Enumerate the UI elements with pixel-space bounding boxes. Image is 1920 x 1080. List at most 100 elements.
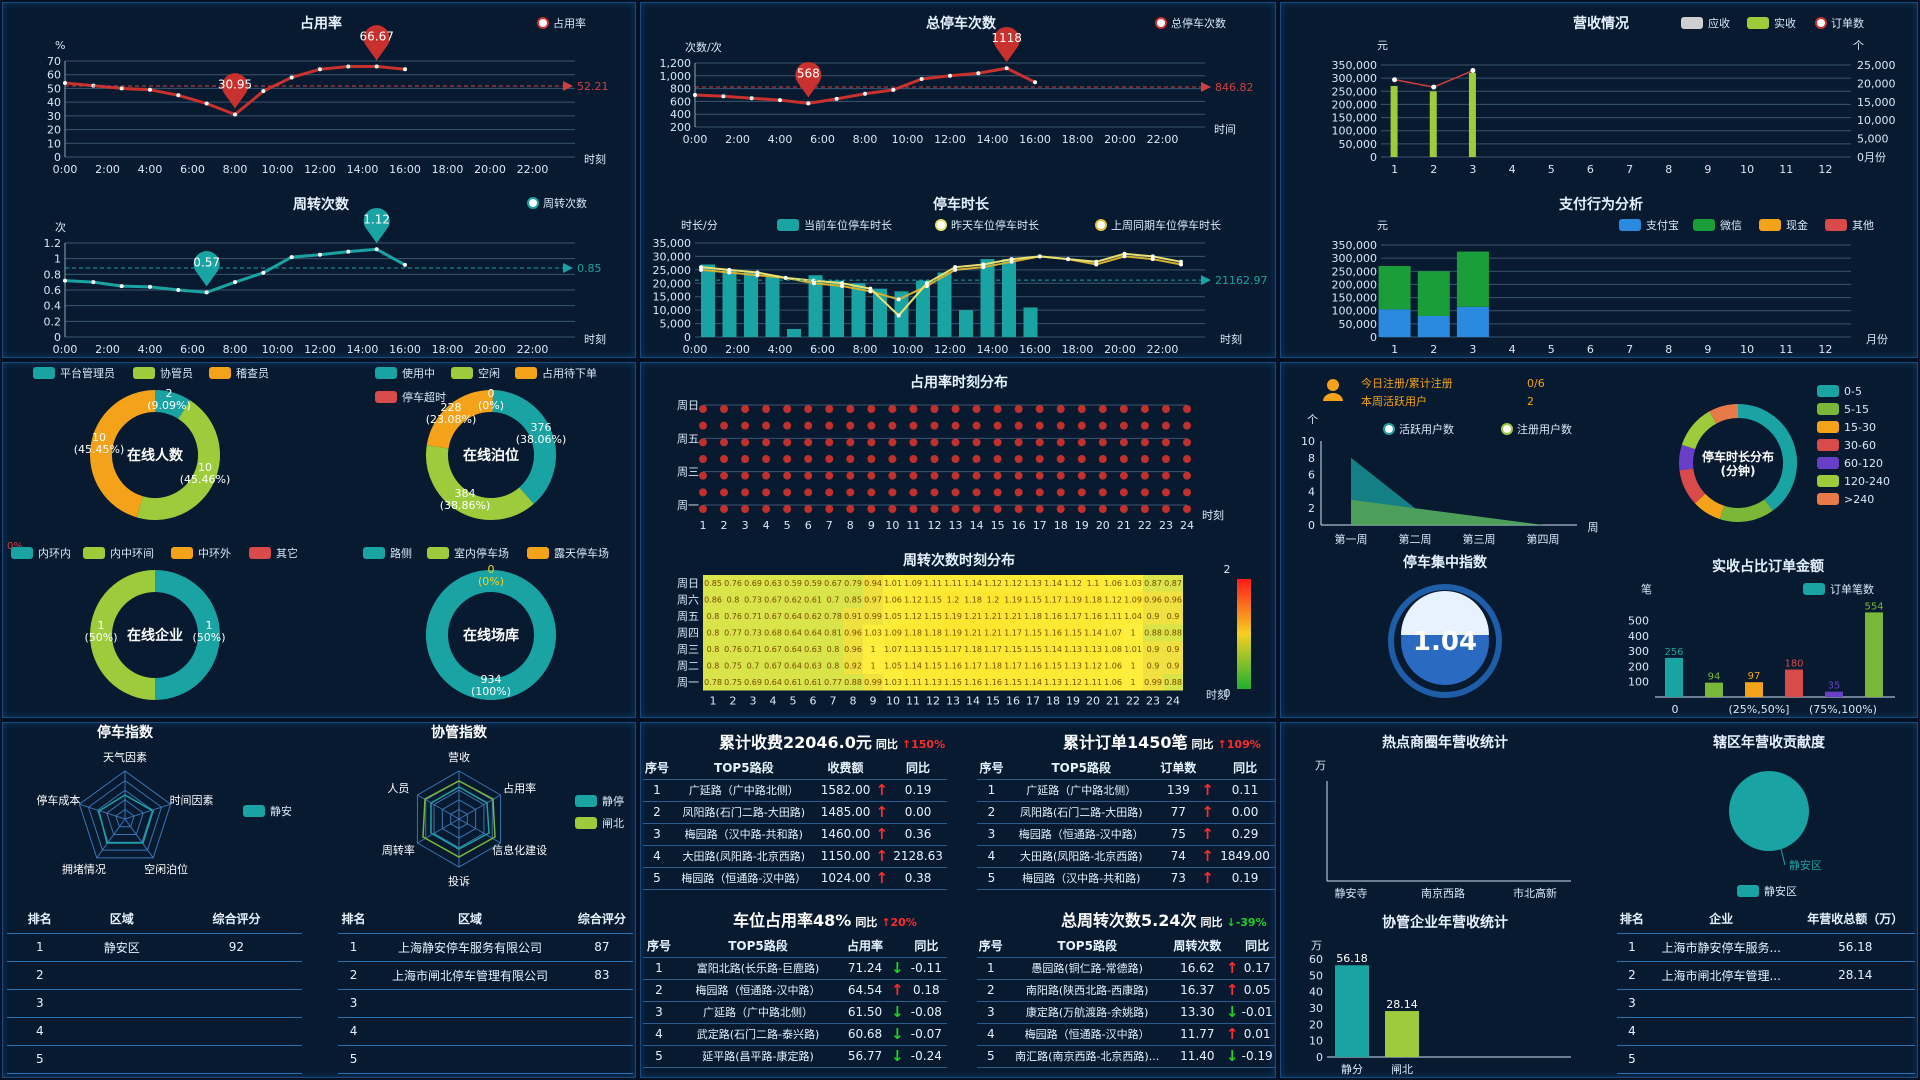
occ-dist-point	[1014, 505, 1023, 513]
ent-revenue-bar	[1335, 965, 1369, 1057]
heatmap-cell	[1123, 591, 1143, 608]
heatmap-cell	[723, 641, 743, 658]
table-header	[1199, 757, 1216, 780]
heatmap-value: 0.7	[827, 596, 840, 605]
users-legend-registered-text: 注册用户数	[1517, 422, 1572, 436]
hot-business-unit: 万	[1315, 759, 1326, 772]
heatmap-cell	[1063, 641, 1083, 658]
concentration-value: 1.04	[1413, 627, 1477, 657]
parking-index-spoke	[124, 818, 154, 859]
duration-dist-legend-symbol	[1817, 475, 1839, 487]
occ-dist-point	[1056, 505, 1065, 513]
x-tick-label: 18	[1046, 695, 1060, 708]
ent-label-pct: (50%)	[192, 631, 225, 644]
x-tick-label: 2	[730, 695, 737, 708]
x-tick-label: 8:00	[853, 343, 878, 356]
heatmap-cell	[1123, 641, 1143, 658]
turn-table: 序号 TOP5路段 周转次数 同比 1 愚园路(铜仁路-常德路) 16.62 ↑ 0.17 2 南阳…	[977, 935, 1275, 1068]
heatmap-value: 1.18	[1024, 612, 1042, 621]
occ-dist-point	[1098, 471, 1107, 480]
assist-index-spoke	[417, 818, 460, 844]
heatmap-value: 0.67	[824, 579, 842, 588]
heatmap-cell	[1003, 591, 1023, 608]
occ-dist-point	[1035, 421, 1044, 430]
occ-dist-point	[1140, 438, 1149, 447]
x-tick-label: 1	[710, 695, 717, 708]
heatmap-value: 0.61	[804, 678, 822, 687]
heatmap-cell	[883, 657, 903, 674]
average-label: 21162.97	[1215, 274, 1268, 287]
heatmap-value: 1.15	[1004, 678, 1022, 687]
payment-unit: 元	[1377, 219, 1388, 232]
table-row: 4	[1617, 1017, 1915, 1046]
arrow-up-icon: ↑	[874, 867, 890, 890]
y-tick-label: 500	[1628, 615, 1649, 628]
table-row: 1 广延路（广中路北侧） 1582.00 ↑ 0.19	[643, 779, 947, 802]
heatmap-cell	[1003, 674, 1023, 691]
parking-index-axis-label: 天气因素	[103, 750, 147, 764]
table-cell	[369, 1045, 571, 1074]
alipay-bar	[1417, 315, 1450, 337]
arrow-up-icon: ↑	[874, 845, 890, 868]
heatmap-value: 1.16	[964, 678, 982, 687]
heatmap-value: 0.59	[784, 579, 802, 588]
heatmap-value: 1.14	[1044, 579, 1062, 588]
turnover-legend-symbol	[527, 197, 539, 209]
occ-dist-point	[993, 455, 1002, 463]
heatmap-value: 1.16	[944, 662, 962, 671]
x-unit-label: 月份	[1866, 333, 1888, 346]
x-tick-label: 16:00	[389, 163, 421, 176]
assist-index-legend-b-text: 闸北	[602, 817, 624, 830]
occ-dist-point	[930, 488, 939, 497]
occ-dist-point	[888, 455, 897, 463]
occ-dist-point	[825, 421, 834, 430]
heatmap-cell	[1143, 657, 1163, 674]
heatmap-value: 0.67	[764, 662, 782, 671]
heatmap-value: 1.14	[964, 579, 982, 588]
heatmap-value: 0.71	[744, 612, 762, 621]
heatmap-value: 1	[1130, 629, 1135, 638]
duration-dist-segment	[1681, 411, 1717, 450]
wechat-bar	[1456, 251, 1489, 307]
occ-dist-point	[1098, 505, 1107, 513]
heatmap-cell	[943, 657, 963, 674]
table-header: 同比	[1215, 757, 1275, 780]
x-tick-label: 16:00	[1019, 133, 1051, 146]
users-label-pct: (9.09%)	[147, 399, 191, 412]
occ-dist-point	[783, 455, 792, 463]
data-point	[976, 71, 981, 76]
heatmap-value: 0.64	[804, 629, 822, 638]
table-cell: 1	[1617, 933, 1647, 962]
users-legend-inspector-text: 稽查员	[236, 366, 269, 380]
duration-bar	[937, 272, 952, 337]
heatmap-value: 0.87	[1164, 579, 1182, 588]
x-unit-label: 时间	[1214, 123, 1236, 136]
series-line	[64, 247, 406, 294]
table-cell: 87	[570, 933, 633, 962]
heatmap-value: 1.17	[1004, 629, 1022, 638]
heatmap-cell	[923, 674, 943, 691]
heatmap-cell	[983, 591, 1003, 608]
online-enterprise-segment	[90, 570, 156, 700]
parking-max-marker	[993, 26, 1020, 63]
table-row: 4 大田路(凤阳路-北京西路) 1150.00 ↑ 2128.63	[643, 845, 947, 868]
occ-dist-point	[720, 405, 729, 413]
duration-dist-legend-text: 30-60	[1844, 439, 1876, 452]
table-cell: 3	[643, 823, 671, 846]
duration-dist-legend-symbol	[1817, 421, 1839, 433]
table-cell: 4	[338, 1017, 370, 1046]
y-tick-label: 0	[1308, 519, 1315, 532]
heatmap-cell	[1123, 575, 1143, 592]
heatmap-value: 1	[870, 645, 875, 654]
table-cell	[570, 1045, 633, 1074]
turnover-min-marker	[193, 251, 220, 287]
table-row: 1 上海市静安停车服务... 56.18	[1617, 933, 1915, 962]
table-cell	[72, 989, 171, 1018]
data-point	[891, 87, 896, 92]
heatmap-cell	[843, 674, 863, 691]
parking-index-spoke	[124, 803, 171, 820]
occ-dist-point	[1119, 505, 1128, 513]
occ-dist-point	[867, 505, 876, 513]
arrow-up-icon: ↑	[1199, 823, 1216, 846]
y-tick-label: 400	[670, 108, 691, 121]
